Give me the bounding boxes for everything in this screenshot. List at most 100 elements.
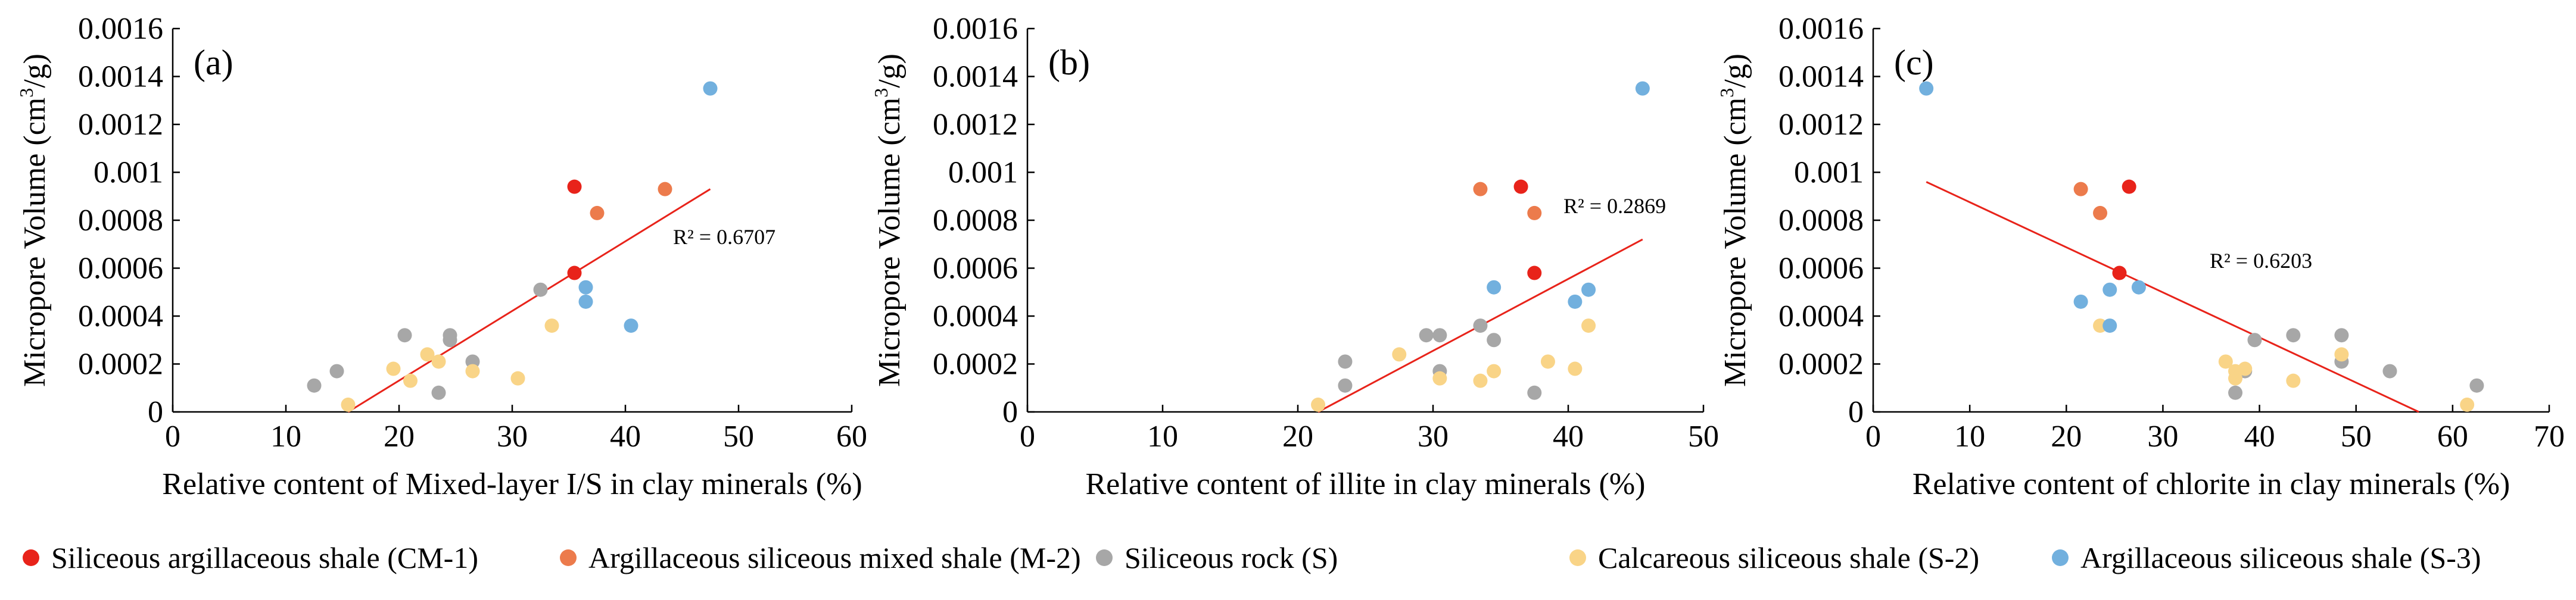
legend-item-s-2: Calcareous siliceous shale (S-2) [1569, 541, 1979, 574]
data-point-m-2 [1527, 205, 1542, 220]
data-point-cm-1 [567, 265, 582, 280]
trend-line [1926, 181, 2419, 413]
data-point-s-3 [1581, 282, 1596, 297]
legend-item-m-2: Argillaceous siliceous mixed shale (M-2) [560, 541, 1081, 574]
x-tick-label: 50 [2341, 420, 2372, 454]
data-point-s-3 [2102, 282, 2117, 297]
legend-label: Siliceous argillaceous shale (CM-1) [51, 541, 478, 574]
data-point-s-2 [1581, 318, 1596, 333]
data-point-s-3 [1919, 81, 1934, 96]
x-tick-label: 0 [1020, 420, 1035, 454]
data-point-s-2 [1311, 397, 1326, 412]
x-tick-label: 40 [2244, 420, 2275, 454]
data-point-m-2 [658, 182, 672, 196]
data-point-s-2 [1392, 347, 1407, 362]
legend-label: Argillaceous siliceous shale (S-3) [2080, 541, 2481, 574]
y-tick-label: 0.0016 [933, 12, 1018, 46]
y-tick-label: 0.0014 [933, 60, 1018, 94]
data-point-s-3 [1568, 294, 1583, 309]
x-tick-label: 60 [2437, 420, 2468, 454]
x-tick-label: 30 [2147, 420, 2178, 454]
data-point-s-2 [2228, 364, 2243, 379]
y-tick-label: 0.0008 [1778, 204, 1864, 238]
chart-panel-3: 0 10 20 30 40 50 60 70 0 0.0002 0.0004 0.0006 0.0008… [1716, 12, 2565, 501]
y-tick-label: 0.0004 [1778, 299, 1864, 333]
data-point-s [2334, 328, 2349, 343]
data-point-s-3 [624, 318, 638, 333]
data-point-s-2 [386, 361, 401, 376]
y-tick-label: 0.001 [948, 156, 1018, 190]
y-tick-label: 0.0004 [78, 299, 163, 333]
y-tick-label: 0.0006 [933, 252, 1018, 286]
data-point-s-2 [1487, 364, 1502, 379]
data-point-s [1338, 354, 1353, 369]
x-tick-label: 20 [1282, 420, 1313, 454]
y-tick-label: 0.0014 [1778, 60, 1864, 94]
y-tick-label: 0.0012 [1778, 108, 1864, 142]
x-axis-title: Relative content of illite in clay miner… [1085, 467, 1645, 501]
data-point-s-2 [403, 373, 418, 388]
data-point-s-3 [578, 294, 593, 309]
x-tick-label: 30 [497, 420, 528, 454]
r-squared-label: R² = 0.6707 [673, 225, 775, 249]
data-point-s [2228, 385, 2243, 400]
r-squared-label: R² = 0.2869 [1563, 194, 1666, 218]
data-point-s-3 [1487, 280, 1502, 295]
data-point-s [1419, 328, 1434, 343]
data-point-s [397, 328, 412, 343]
panel-label: (c) [1894, 43, 1934, 82]
y-axis-title: Micropore Volume (cm3/g) [15, 54, 52, 387]
data-point-s-3 [2131, 280, 2146, 295]
trend-line [347, 188, 711, 413]
data-point-s-2 [1473, 373, 1488, 388]
y-tick-label: 0.0014 [78, 60, 163, 94]
data-point-s [431, 385, 446, 400]
chart-panel-2: 0 10 20 30 40 50 0 0.0002 0.0004 0.0006 0.0008 0.00… [870, 12, 1719, 501]
data-point-cm-1 [1513, 179, 1528, 194]
x-tick-label: 20 [384, 420, 415, 454]
panel-label: (b) [1048, 43, 1090, 82]
y-tick-label: 0.0012 [78, 108, 163, 142]
data-point-s-2 [1568, 361, 1583, 376]
x-tick-label: 10 [1147, 420, 1178, 454]
data-point-s-2 [510, 371, 525, 386]
y-tick-label: 0.0008 [933, 204, 1018, 238]
data-point-m-2 [2073, 182, 2088, 196]
data-point-s-2 [544, 318, 559, 333]
data-point-s [2382, 364, 2397, 379]
data-point-s-3 [1635, 81, 1650, 96]
data-point-s [533, 282, 548, 297]
legend-label: Siliceous rock (S) [1125, 541, 1338, 574]
y-axis-title-end: /g) [873, 54, 907, 88]
y-tick-label: 0.0004 [933, 299, 1018, 333]
legend-marker-cm-1 [23, 549, 39, 566]
x-tick-label: 40 [610, 420, 641, 454]
data-point-s [443, 328, 457, 343]
data-point-s [2247, 333, 2262, 348]
y-axis-title-main: Micropore Volume (cm [18, 98, 52, 387]
data-point-s-2 [2286, 373, 2301, 388]
y-axis-title-end: /g) [1718, 54, 1752, 88]
data-point-s-2 [1540, 354, 1555, 369]
y-tick-label: 0.0002 [1778, 348, 1864, 382]
y-axis-title-superscript: 3 [15, 88, 37, 98]
y-axis-title-superscript: 3 [870, 88, 892, 98]
y-tick-label: 0.0002 [933, 348, 1018, 382]
legend-marker-s [1096, 549, 1113, 566]
x-tick-label: 20 [2051, 420, 2082, 454]
legend-marker-s-2 [1569, 549, 1586, 566]
data-point-s [1527, 385, 1542, 400]
chart-panel-1: 0 10 20 30 40 50 60 0 0.0002 0.0004 0.0006 0.0008 0.… [15, 12, 867, 501]
data-point-s [1338, 378, 1353, 393]
data-point-m-2 [2093, 205, 2108, 220]
y-tick-label: 0.0016 [78, 12, 163, 46]
legend: Siliceous argillaceous shale (CM-1) Argil… [23, 541, 2481, 574]
x-axis-title: Relative content of Mixed-layer I/S in c… [162, 467, 862, 501]
y-axis-title: Micropore Volume (cm3/g) [1716, 54, 1752, 387]
data-point-s [2286, 328, 2301, 343]
y-tick-label: 0.0012 [933, 108, 1018, 142]
data-point-s [1473, 318, 1488, 333]
data-point-m-2 [1473, 182, 1488, 196]
x-axis-title: Relative content of chlorite in clay min… [1912, 467, 2510, 501]
